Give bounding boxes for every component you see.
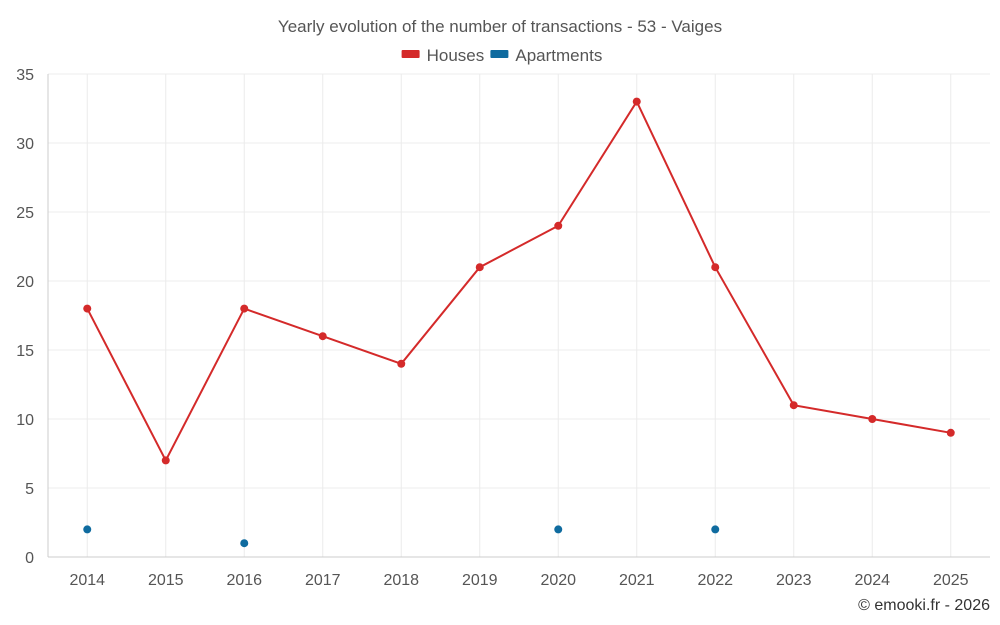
x-tick-label: 2015 [148,572,184,589]
plot-area [83,97,955,548]
y-tick-label: 5 [25,481,34,498]
legend-swatch-houses [401,50,420,58]
y-tick-label: 25 [16,205,34,222]
data-point-houses [868,415,877,423]
x-tick-label: 2021 [619,572,655,589]
data-point-apartments [83,525,92,534]
x-tick-label: 2014 [69,572,105,589]
data-point-houses [554,221,563,230]
x-tick-label: 2016 [226,572,262,589]
data-point-houses [475,263,484,272]
legend-item-apartments: Apartments [490,46,602,65]
x-tick-label: 2025 [933,572,969,589]
chart-title: Yearly evolution of the number of transa… [278,17,722,36]
legend-label-houses: Houses [427,46,485,65]
data-point-apartments [554,525,563,534]
x-tick-label: 2022 [697,572,733,589]
legend-swatch-apartments [490,50,509,58]
legend: Houses Apartments [401,46,602,65]
legend-label-apartments: Apartments [515,46,602,65]
data-point-houses [711,263,720,272]
credit: © emooki.fr - 2026 [858,597,990,614]
legend-item-houses: Houses [401,46,485,65]
data-point-houses [632,97,641,106]
x-tick-label: 2023 [776,572,812,589]
y-tick-label: 20 [16,274,34,291]
y-tick-label: 15 [16,343,34,360]
x-tick-label: 2020 [540,572,576,589]
series-line-houses [86,99,951,463]
y-tick-label: 0 [25,550,34,567]
x-tick-label: 2024 [854,572,890,589]
grid [48,73,990,557]
data-point-houses [240,304,249,313]
y-tick-label: 35 [16,67,34,84]
data-point-houses [946,428,955,437]
x-tick-label: 2019 [462,572,498,589]
data-point-houses [83,304,92,313]
y-tick-label: 30 [16,136,34,153]
data-point-apartments [711,525,720,534]
data-point-houses [318,332,327,341]
data-point-houses [397,359,406,368]
data-point-apartments [240,539,249,548]
x-tick-label: 2017 [305,572,341,589]
x-tick-label: 2018 [383,572,419,589]
y-tick-label: 10 [16,412,34,429]
data-point-houses [161,456,170,465]
data-point-houses [789,401,798,410]
